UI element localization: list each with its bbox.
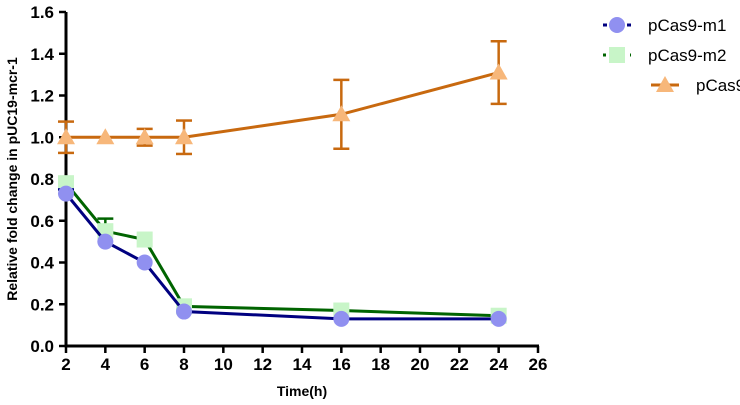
series-line — [64, 192, 499, 321]
data-point — [136, 231, 153, 248]
legend-marker — [656, 76, 674, 92]
y-axis-title: Relative fold change in pUC19-mcr-1 — [4, 57, 20, 301]
x-tick-label: 26 — [529, 355, 548, 374]
legend-marker — [609, 17, 625, 33]
series-line — [64, 182, 499, 318]
legend: pCas9-m1 pCas9-m2 pCas9 — [603, 16, 740, 95]
legend-label: pCas9-m2 — [648, 46, 726, 65]
series-pcas9 — [57, 39, 508, 156]
x-tick-label: 18 — [371, 355, 390, 374]
x-tick-label: 16 — [332, 355, 351, 374]
legend-marker — [609, 47, 625, 63]
x-tick-label: 4 — [101, 355, 111, 374]
legend-label: pCas9 — [696, 76, 740, 95]
series-line — [66, 71, 500, 139]
data-point — [175, 128, 193, 145]
y-tick-label: 1.4 — [30, 45, 54, 64]
series-pcas9-m1 — [58, 185, 507, 327]
x-axis-title: Time(h) — [277, 383, 327, 399]
data-point — [57, 128, 75, 145]
y-tick-label: 0.0 — [30, 337, 54, 356]
data-point — [136, 254, 153, 271]
x-tick-label: 2 — [61, 355, 70, 374]
legend-item: pCas9-m1 — [603, 16, 726, 35]
series-layer — [57, 39, 508, 327]
x-tick-label: 10 — [214, 355, 233, 374]
data-point — [489, 63, 508, 80]
y-tick-label: 0.6 — [30, 212, 54, 231]
x-tick-label: 24 — [489, 355, 508, 374]
data-point — [96, 128, 115, 145]
y-tick-label: 1.0 — [30, 128, 54, 147]
legend-label: pCas9-m1 — [648, 16, 726, 35]
data-point — [135, 128, 154, 145]
series-pcas9-m2 — [58, 175, 507, 324]
y-tick-label: 0.2 — [30, 295, 54, 314]
data-point — [97, 233, 114, 250]
data-point — [333, 310, 350, 327]
legend-item: pCas9-m2 — [603, 46, 726, 65]
x-tick-label: 22 — [450, 355, 469, 374]
x-tick-label: 14 — [293, 355, 312, 374]
x-tick-label: 12 — [253, 355, 272, 374]
data-point — [490, 310, 507, 327]
x-tick-label: 8 — [179, 355, 188, 374]
y-tick-label: 0.4 — [30, 254, 54, 273]
data-point — [176, 303, 192, 320]
data-point — [332, 105, 351, 122]
data-point — [58, 185, 74, 202]
y-tick-label: 1.6 — [30, 3, 54, 22]
x-tick-label: 20 — [411, 355, 430, 374]
y-tick-label: 1.2 — [30, 87, 54, 106]
y-tick-label: 0.8 — [30, 170, 54, 189]
x-tick-label: 6 — [140, 355, 149, 374]
axes: 0.00.20.40.60.81.01.21.41.62 4 6 8 10 12 14 16 1… — [30, 3, 547, 374]
legend-item: pCas9 — [651, 76, 740, 95]
